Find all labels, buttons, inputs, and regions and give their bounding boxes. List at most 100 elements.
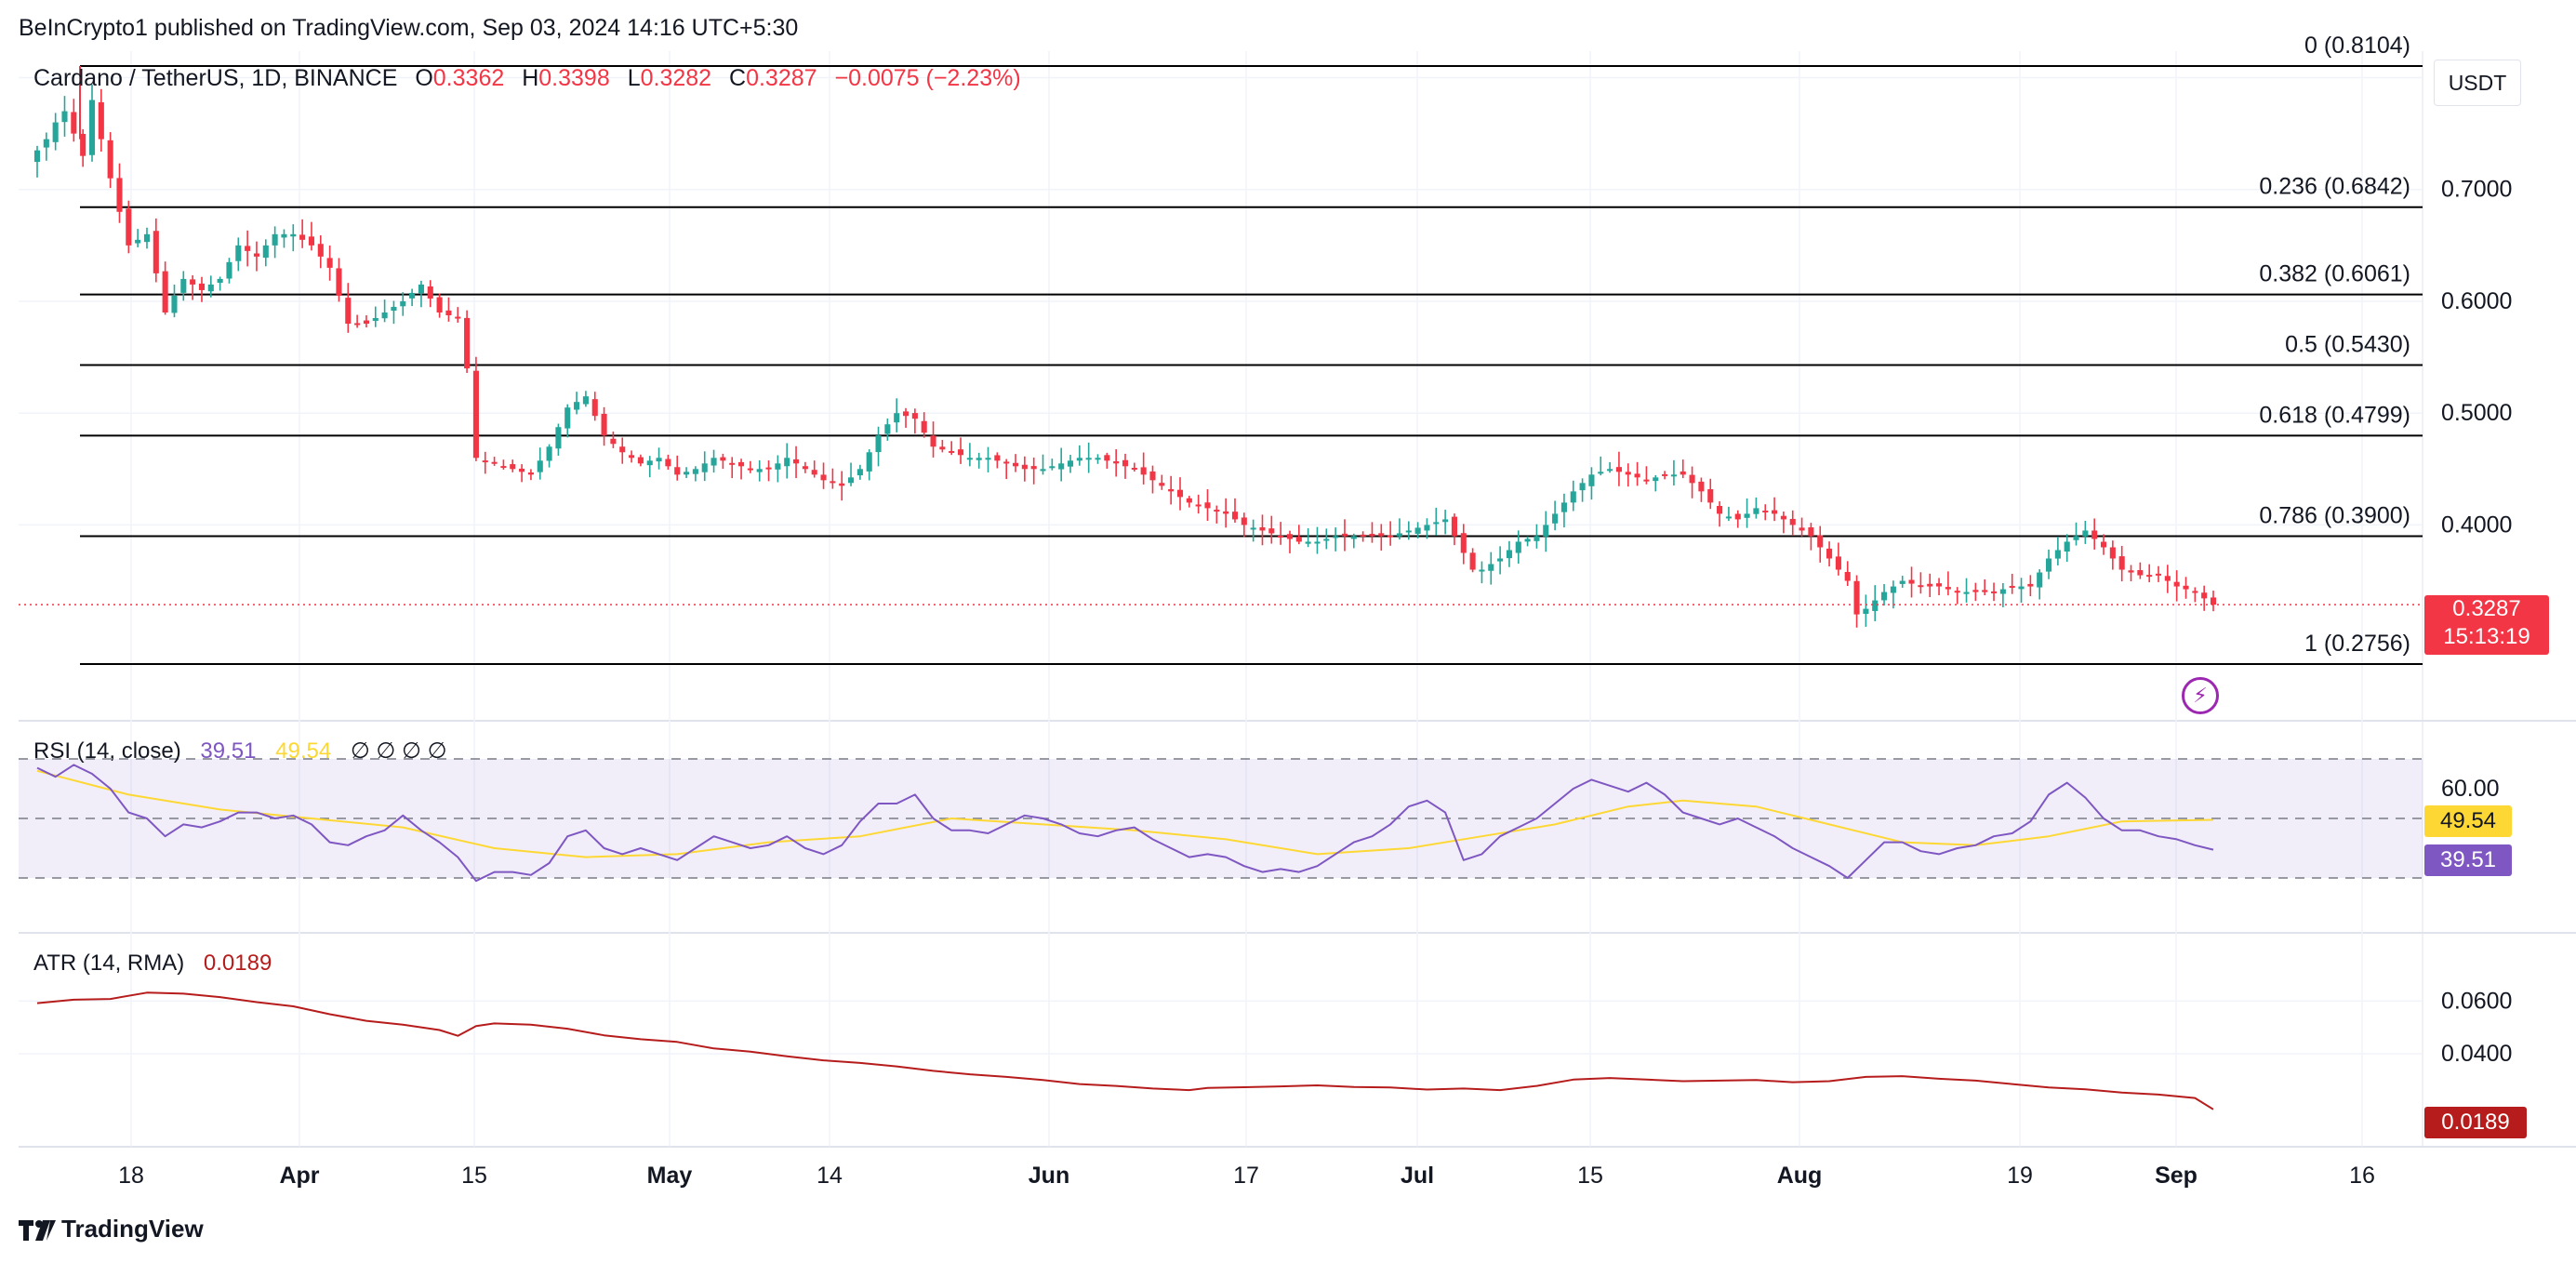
candle-body [1424,525,1430,531]
last-price-value: 0.3287 [2452,596,2521,621]
candle-body [1168,488,1175,492]
fib-level-label: 0.382 (0.6061) [2259,261,2410,287]
y-tick-label: 0.7000 [2441,177,2512,203]
candle-body [409,292,416,299]
low-value: 0.3282 [640,65,712,91]
candle-body [472,370,479,459]
candle-body [1305,541,1311,544]
candle-body [418,284,424,294]
candle-body [674,467,681,475]
candle-body [2009,586,2015,589]
x-tick-label: Jun [1029,1163,1069,1189]
candle-body [33,150,41,163]
currency-button[interactable]: USDT [2434,60,2521,106]
candle-body [2155,573,2162,576]
candle-body [299,234,306,240]
candle-body [217,278,223,284]
candle-body [930,435,936,447]
candle-body [1149,471,1156,481]
candle-body [143,233,151,243]
candle-body [391,306,397,312]
candle-body [2037,572,2043,588]
candle-body [1433,522,1440,525]
candle-body [1268,528,1275,534]
rsi-value: 39.51 [200,738,257,764]
candle-body [1817,535,1824,548]
candle-body [1734,513,1741,520]
candle-body [2192,591,2198,593]
candle-body [1405,530,1412,533]
open-label: O [415,65,433,91]
candle-body [1012,462,1019,467]
candle-body [1323,538,1330,541]
rsi-line [36,764,2214,883]
candle-body [656,458,662,462]
candle-body [1881,592,1888,601]
candle-body [1067,460,1074,467]
candle-body [2137,570,2144,576]
candle-body [427,286,433,299]
candle-body [1460,533,1467,553]
candle-body [235,245,242,261]
candle-body [949,450,955,453]
atr-value: 0.0189 [203,951,272,976]
candle-body [1488,564,1494,571]
candle-body [2109,547,2116,559]
candle-body [1241,517,1247,525]
candle-body [1534,536,1540,541]
lightning-icon[interactable]: ⚡ [2182,677,2219,714]
candle-body [1707,488,1714,503]
candle-body [500,466,507,469]
candle-body [1808,527,1814,537]
candle-body [52,122,59,142]
candle-body [61,111,68,123]
candle-body [98,101,104,140]
candle-body [875,435,882,453]
candle-body [2082,530,2089,537]
candle-body [436,297,443,312]
candle-body [1278,536,1284,538]
candle-body [1113,461,1120,464]
candle-body [519,468,525,472]
candle-body [1204,502,1211,509]
candle-body [684,472,690,475]
candle-body [1643,479,1650,482]
candle-body [1579,483,1586,491]
candle-body [345,298,352,325]
candle-body [564,407,571,429]
candle-body [1314,541,1321,544]
candle-body [902,411,910,417]
candle-body [1076,458,1082,461]
candle-body [811,470,817,475]
candle-body [1560,502,1567,512]
candle-body [363,320,369,325]
tradingview-logo[interactable]: TradingView [19,1215,204,1247]
x-tick-label: 16 [2349,1163,2375,1189]
close-label: C [729,65,747,91]
candle-body [153,231,159,273]
rsi-tick-label: 60.00 [2441,776,2500,802]
candle-body [921,420,927,433]
candle-body [1954,591,1960,593]
candle-body [2045,558,2052,572]
x-tick-label: May [647,1163,693,1189]
candle-body [336,268,342,296]
candle-body [1853,580,1860,615]
candle-body [1899,580,1905,584]
candle-body [1662,473,1668,476]
x-tick-label: 18 [118,1163,144,1189]
candle-body [1918,585,1924,588]
candle-body [546,446,552,461]
candle-body [171,295,178,313]
candle-body [1396,533,1403,537]
candle-body [226,261,232,279]
tradingview-brand: TradingView [61,1215,204,1243]
atr-line [36,991,2214,1110]
candle-body [574,402,580,410]
candle-body [253,253,260,257]
x-tick-label: Aug [1777,1163,1823,1189]
candle-body [1972,590,1979,592]
candle-body [1908,579,1915,584]
candle-body [135,239,141,244]
